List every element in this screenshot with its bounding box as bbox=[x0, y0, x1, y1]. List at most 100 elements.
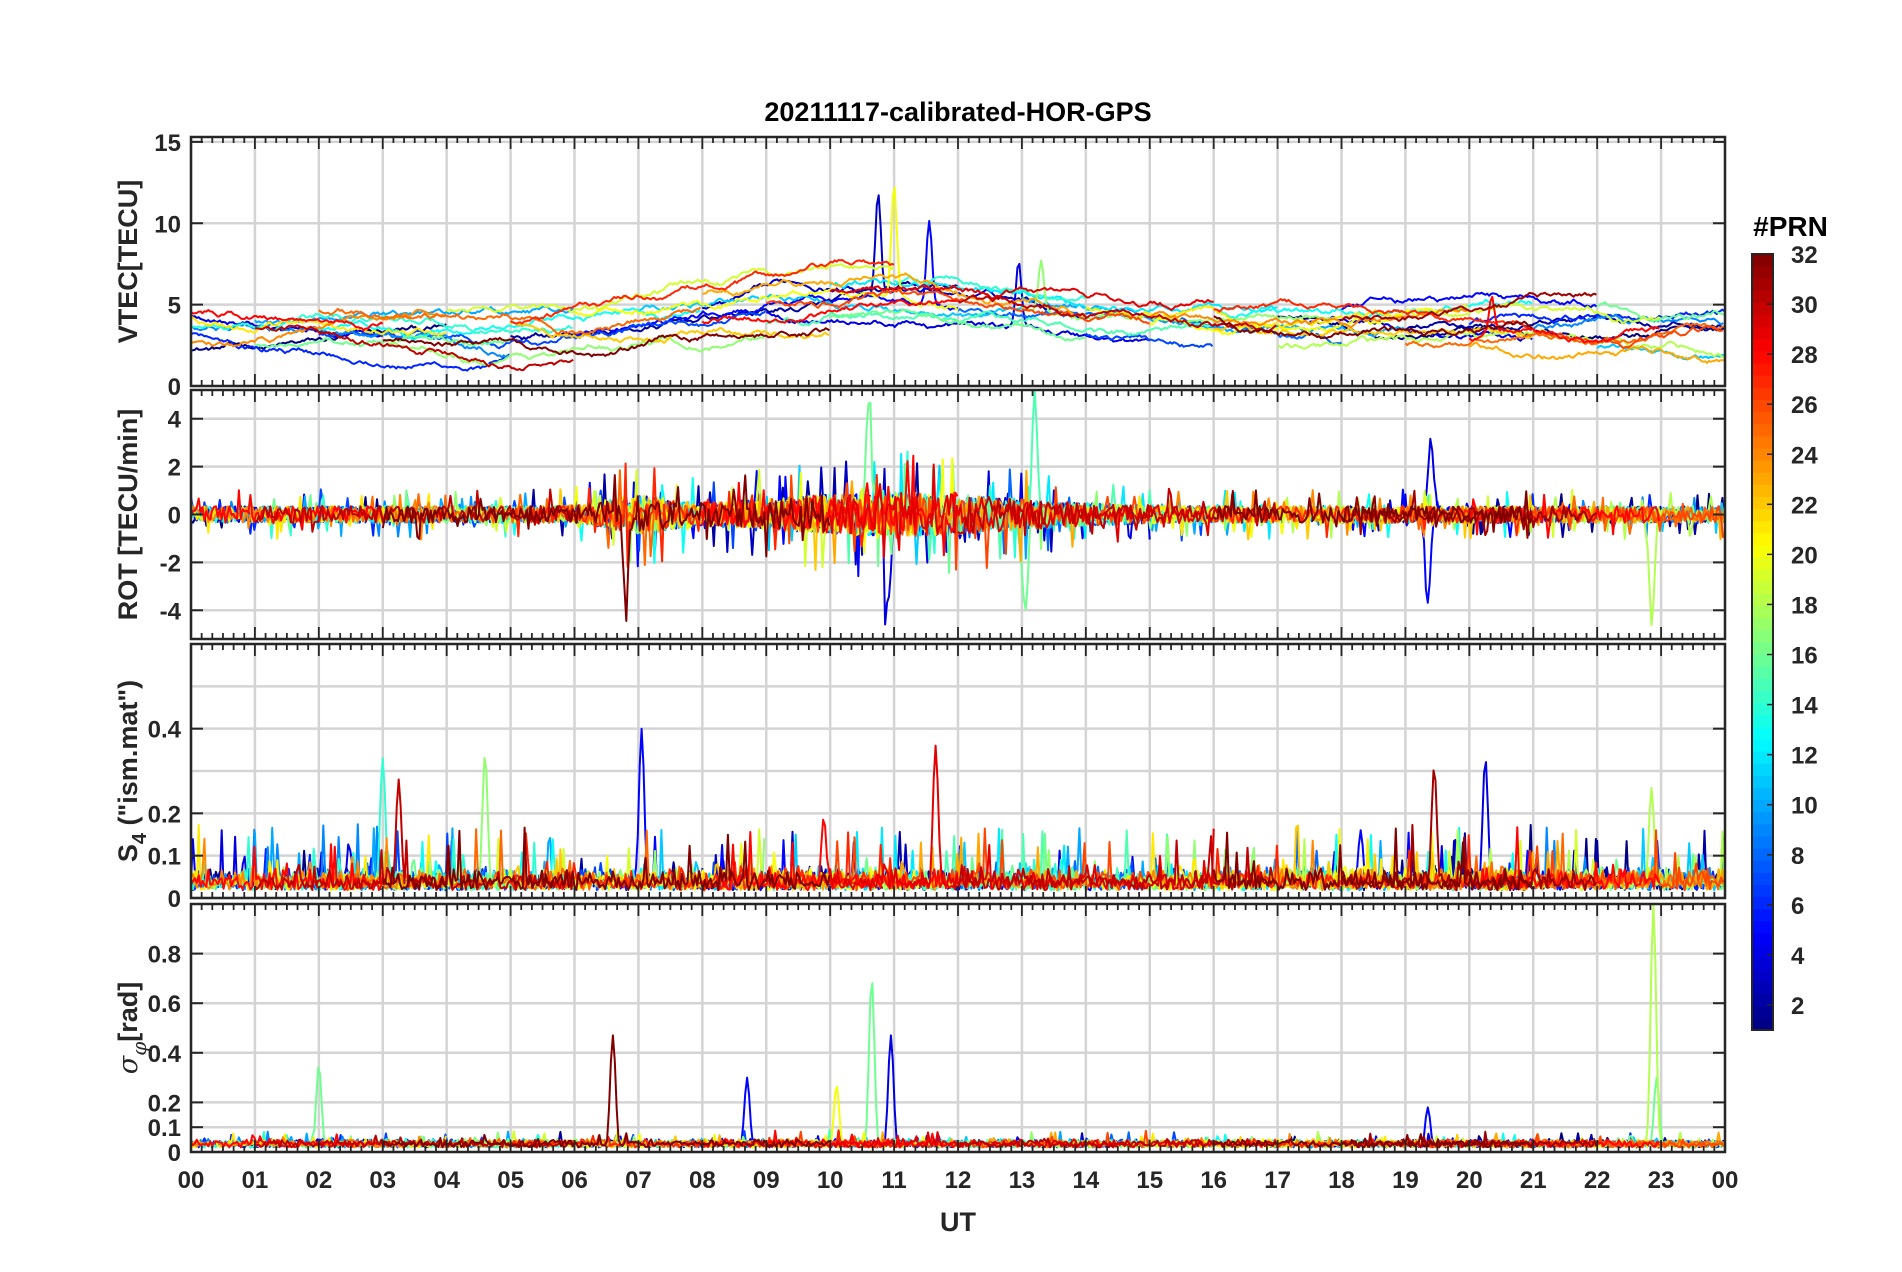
colorbar-segment bbox=[1752, 448, 1773, 461]
colorbar-segment bbox=[1752, 702, 1773, 716]
series-prn-25 bbox=[318, 306, 702, 335]
series-prn-14 bbox=[893, 275, 1087, 302]
colorbar-segment bbox=[1752, 484, 1773, 497]
series-prn-2 bbox=[1405, 314, 1724, 333]
colorbar-segment bbox=[1752, 642, 1773, 655]
series-group bbox=[191, 727, 1725, 892]
colorbar-segment bbox=[1752, 472, 1773, 485]
series-prn-23 bbox=[702, 272, 1087, 317]
colorbar-tick-label: 14 bbox=[1791, 693, 1818, 720]
series-prn-32 bbox=[1213, 489, 1533, 533]
x-ticks bbox=[190, 137, 1726, 386]
colorbar-segment bbox=[1752, 545, 1773, 558]
colorbar-segment bbox=[1752, 678, 1773, 691]
y-axis-label-rest: ("ism.mat") bbox=[113, 680, 143, 833]
x-ticks bbox=[190, 904, 1726, 1152]
colorbar-segment bbox=[1752, 254, 1773, 267]
series-prn-7 bbox=[1085, 332, 1214, 348]
colorbar-segment bbox=[1752, 375, 1773, 388]
x-tick-label: 10 bbox=[817, 1167, 844, 1194]
x-tick-label: 05 bbox=[497, 1167, 524, 1194]
chart-title: 20211117-calibrated-HOR-GPS bbox=[764, 97, 1151, 127]
series-prn-30 bbox=[254, 778, 575, 891]
series-prn-17 bbox=[381, 490, 766, 563]
colorbar-segment bbox=[1752, 872, 1773, 885]
colorbar-segment bbox=[1752, 981, 1773, 995]
y-tick-label: 0 bbox=[168, 503, 181, 530]
colorbar-segment bbox=[1752, 314, 1773, 328]
series-prn-30 bbox=[254, 324, 574, 372]
series-prn-27 bbox=[510, 259, 895, 325]
y-axis-label-main: σ bbox=[113, 1054, 144, 1074]
colorbar-segment bbox=[1752, 423, 1773, 437]
colorbar-segment bbox=[1752, 326, 1773, 340]
series-prn-17 bbox=[382, 335, 765, 367]
x-tick-label: 21 bbox=[1520, 1167, 1547, 1194]
series-prn-27 bbox=[1213, 298, 1533, 331]
colorbar-tick-label: 24 bbox=[1791, 442, 1818, 469]
series-group bbox=[191, 390, 1725, 627]
y-tick-label: 15 bbox=[154, 130, 181, 157]
colorbar-segment bbox=[1752, 338, 1773, 352]
x-tick-label: 00 bbox=[178, 1167, 205, 1194]
colorbar-tick-label: 16 bbox=[1791, 643, 1818, 670]
series-prn-13 bbox=[318, 307, 701, 341]
series-prn-32 bbox=[381, 474, 831, 622]
series-prn-24 bbox=[191, 308, 447, 348]
colorbar-segment bbox=[1752, 969, 1773, 982]
colorbar-segment bbox=[1752, 775, 1773, 788]
y-tick-label: 0.1 bbox=[148, 844, 181, 871]
colorbar-segment bbox=[1752, 993, 1773, 1007]
y-axis-label: VTEC[TECU] bbox=[113, 180, 143, 344]
x-tick-label: 06 bbox=[561, 1167, 588, 1194]
series-prn-26 bbox=[766, 288, 1150, 325]
colorbar-segment bbox=[1752, 1005, 1773, 1019]
series-prn-20 bbox=[573, 186, 959, 318]
colorbar-segment bbox=[1752, 848, 1773, 861]
x-tick-label: 12 bbox=[945, 1167, 972, 1194]
colorbar-segment bbox=[1752, 666, 1773, 679]
colorbar-segment bbox=[1752, 520, 1773, 534]
series-prn-32 bbox=[381, 1034, 831, 1149]
colorbar-segment bbox=[1752, 629, 1773, 643]
panel-rot: -4 -2 0 2 4 ROT [TECU/min] bbox=[113, 388, 1727, 641]
series-prn-6 bbox=[191, 332, 510, 372]
panel-vtec: 0 5 10 15 VTEC[TECU] bbox=[113, 130, 1727, 401]
series-prn-23 bbox=[1468, 341, 1725, 364]
x-tick-label: 11 bbox=[881, 1167, 906, 1194]
x-tick-label: 08 bbox=[689, 1167, 716, 1194]
colorbar-segment bbox=[1752, 1017, 1773, 1031]
colorbar-tick-label: 20 bbox=[1791, 542, 1818, 569]
x-tick-label: 09 bbox=[753, 1167, 780, 1194]
series-prn-30 bbox=[254, 488, 575, 533]
colorbar-segment bbox=[1752, 787, 1773, 801]
y-tick-label: 4 bbox=[168, 407, 182, 434]
series-prn-32 bbox=[381, 826, 831, 892]
colorbar-tick-label: 4 bbox=[1791, 943, 1805, 970]
y-tick-label: 0 bbox=[168, 886, 181, 913]
y-tick-label: 0.6 bbox=[148, 991, 181, 1018]
colorbar-segment bbox=[1752, 411, 1773, 425]
colorbar-tick-label: 26 bbox=[1791, 392, 1818, 419]
x-tick-label: 22 bbox=[1584, 1167, 1611, 1194]
y-tick-label: 0.4 bbox=[148, 717, 182, 744]
colorbar-segment bbox=[1752, 654, 1773, 667]
x-axis-label: UT bbox=[940, 1207, 976, 1237]
y-tick-label: -2 bbox=[160, 550, 181, 577]
colorbar-tick-label: 2 bbox=[1791, 993, 1804, 1020]
colorbar-segment bbox=[1752, 933, 1773, 946]
x-ticks bbox=[190, 644, 1726, 898]
series-prn-16 bbox=[254, 334, 511, 349]
series-prn-32 bbox=[1213, 315, 1533, 340]
series-prn-28 bbox=[1468, 295, 1660, 344]
series-prn-6 bbox=[1468, 308, 1725, 326]
y-axis-label-rest: [rad] bbox=[113, 982, 143, 1042]
colorbar-segment bbox=[1752, 957, 1773, 970]
x-tick-label: 01 bbox=[242, 1167, 269, 1194]
colorbar-segment bbox=[1752, 605, 1773, 619]
series-prn-28 bbox=[701, 299, 958, 325]
colorbar-label: #PRN bbox=[1753, 211, 1828, 242]
